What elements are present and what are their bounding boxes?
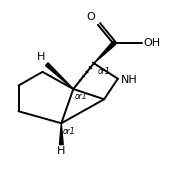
Text: H: H [57, 146, 65, 156]
Polygon shape [45, 63, 73, 89]
Text: or1: or1 [97, 67, 110, 76]
Text: or1: or1 [75, 92, 88, 101]
Text: O: O [87, 12, 96, 22]
Text: H: H [37, 53, 45, 62]
Text: OH: OH [144, 38, 161, 48]
Polygon shape [60, 123, 63, 145]
Text: NH: NH [121, 75, 138, 85]
Text: or1: or1 [63, 127, 76, 136]
Polygon shape [94, 41, 116, 63]
